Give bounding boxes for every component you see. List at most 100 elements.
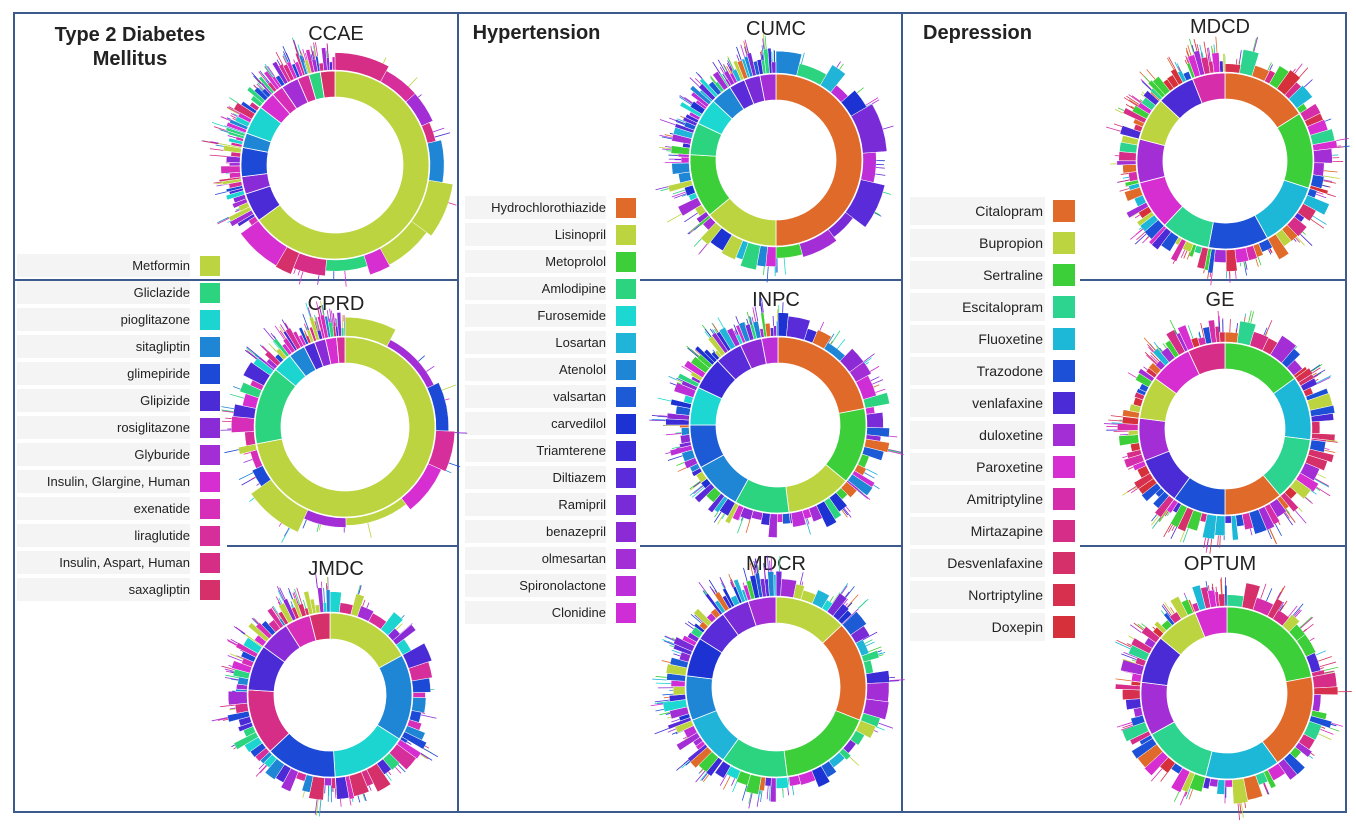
sunburst-spike (690, 613, 702, 624)
sunburst-outer-segment (1116, 160, 1137, 166)
sunburst-spike (684, 212, 698, 223)
sunburst-spike (264, 66, 273, 78)
legend-swatch (200, 282, 220, 303)
sunburst-spike (735, 316, 740, 324)
sunburst-spike (1304, 497, 1313, 505)
sunburst-spike (1164, 602, 1174, 615)
legend-item-background (465, 304, 606, 327)
sunburst-spike (764, 567, 766, 580)
legend-item: glimepiride (17, 360, 220, 387)
legend-swatch (200, 309, 220, 330)
sunburst-spike (304, 333, 307, 337)
sunburst-spike (1279, 605, 1284, 611)
sunburst-spike (1150, 768, 1163, 782)
sunburst-spike (258, 87, 263, 92)
sunburst-spike (875, 167, 885, 169)
sunburst-spike (358, 585, 362, 595)
sunburst-spike (1320, 728, 1334, 735)
sunburst-spike (272, 605, 282, 619)
legend-item: Diltiazem (465, 464, 636, 491)
sunburst-spike (882, 191, 892, 195)
sunburst-spike (299, 50, 302, 55)
sunburst-outer-segment (1121, 416, 1139, 425)
legend-item: Metoprolol (465, 248, 636, 275)
legend-swatch (200, 579, 220, 600)
sunburst-spike (762, 33, 766, 50)
sunburst-spike (1121, 653, 1137, 660)
sunburst-spike (221, 665, 235, 670)
sunburst-outer-segment (1312, 162, 1325, 177)
sunburst-spike (1207, 272, 1209, 279)
sunburst-spike (1324, 448, 1330, 450)
legend-item-background (17, 308, 190, 331)
sunburst-spike (740, 517, 743, 521)
sunburst-spike (679, 95, 693, 105)
sunburst-spike (731, 778, 736, 786)
sunburst-outer-segment (860, 151, 877, 183)
column-divider-2 (901, 12, 903, 813)
sunburst-spike (235, 208, 240, 211)
row-divider-right-2 (1080, 545, 1347, 547)
sunburst-spike (265, 80, 269, 84)
sunburst-spike (1331, 722, 1344, 727)
sunburst-spike (1240, 803, 1244, 818)
sunburst-spike (669, 382, 677, 386)
sunburst-outer-segment (220, 165, 241, 174)
sunburst-spike (873, 484, 880, 490)
sunburst-spike (686, 345, 699, 357)
sunburst-spike (1288, 605, 1298, 618)
sunburst-spike (1141, 80, 1152, 91)
legend-item-label: Escitalopram (962, 299, 1043, 315)
sunburst-spike (1111, 422, 1123, 424)
sunburst-spike (709, 328, 714, 334)
sunburst-spike (293, 268, 296, 274)
sunburst-spike (222, 410, 234, 413)
sunburst-spike (1130, 105, 1135, 109)
legend-swatch (1053, 584, 1075, 606)
sunburst-spike (676, 462, 685, 466)
sunburst-spike (1266, 588, 1273, 602)
legend-item-background (465, 196, 606, 219)
sunburst-spike (714, 512, 719, 518)
legend-swatch (1053, 296, 1075, 318)
sunburst-spike (654, 701, 670, 704)
sunburst-spike (1185, 791, 1188, 796)
sunburst-spike (1315, 193, 1327, 199)
legend-item-background (17, 416, 190, 439)
sunburst-optum (1115, 577, 1352, 821)
disease-title-line-2: Mellitus (92, 48, 168, 70)
sunburst-spike (382, 57, 387, 64)
row-divider-right-1 (1080, 279, 1347, 281)
sunburst-spike (1316, 375, 1332, 384)
sunburst-slice (1194, 606, 1228, 638)
sunburst-spike (320, 300, 324, 315)
sunburst-spike (840, 583, 849, 594)
sunburst-spike (1180, 249, 1186, 258)
sunburst-outer-segment (1133, 707, 1144, 718)
sunburst-outer-segment (1311, 694, 1322, 713)
sunburst-inpc (649, 297, 904, 538)
sunburst-outer-segment (681, 427, 690, 436)
sunburst-spike (1267, 62, 1272, 71)
sunburst-spike (1239, 262, 1242, 267)
sunburst-spike (704, 331, 711, 339)
legend-item: pioglitazone (17, 306, 220, 333)
sunburst-spike (663, 640, 675, 646)
legend-item-background (910, 261, 1045, 289)
sunburst-spike (297, 50, 300, 56)
sunburst-spike (870, 376, 880, 382)
legend-swatch (200, 417, 220, 438)
sunburst-spike (682, 736, 688, 740)
sunburst-spike (1146, 354, 1157, 365)
sunburst-spike (874, 730, 879, 733)
legend-item-label: Glyburide (134, 447, 190, 462)
sunburst-spike (1198, 331, 1202, 338)
sunburst-spike (1315, 378, 1319, 382)
sunburst-spike (277, 590, 284, 601)
sunburst-spike (1127, 466, 1134, 470)
sunburst-spike (1314, 478, 1329, 487)
sunburst-spike (748, 792, 752, 804)
sunburst-outer-segment (865, 406, 876, 415)
sunburst-spike (1260, 583, 1267, 599)
legend-item: Metformin (17, 252, 220, 279)
